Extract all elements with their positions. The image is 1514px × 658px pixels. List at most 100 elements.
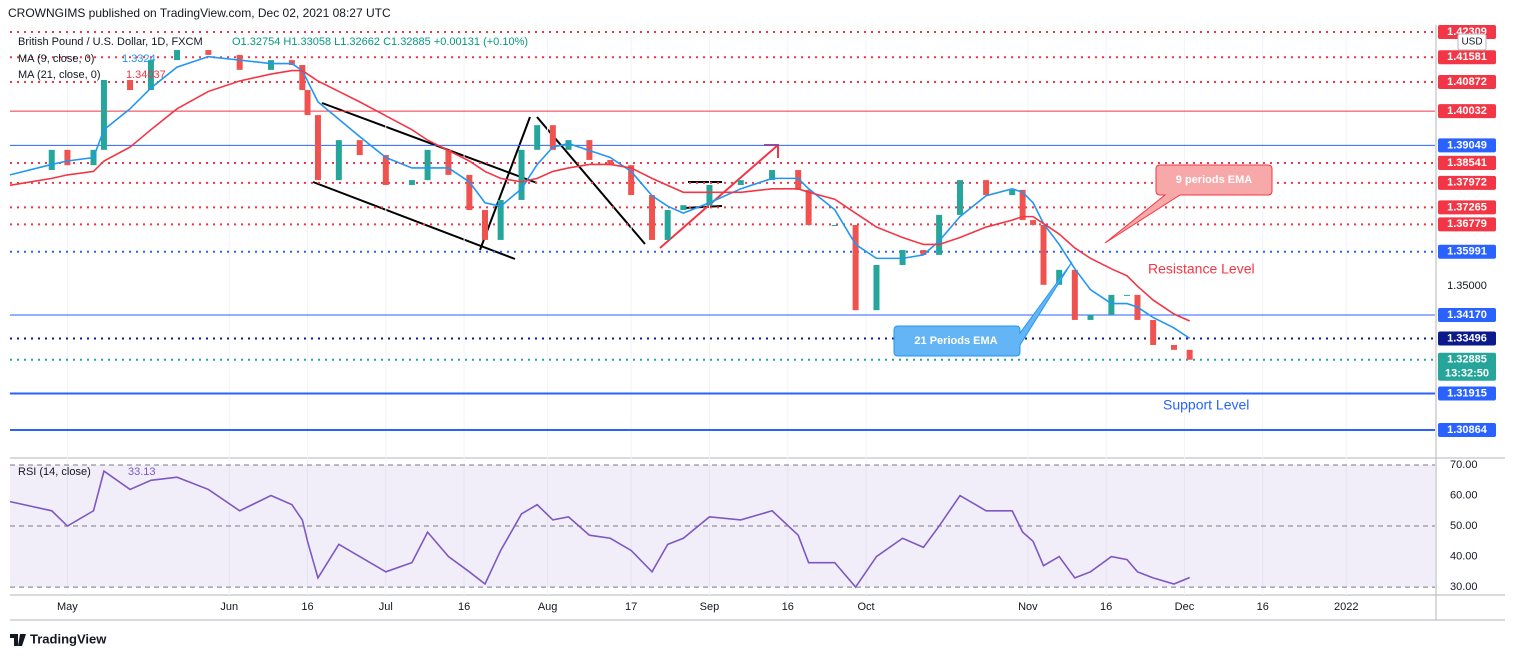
candle <box>1124 294 1131 296</box>
plot: May Jun 16 Jul 16 Aug 17 Sep 16 Oct Nov 16 Dec 16 2022… <box>9 24 1496 613</box>
candle <box>565 140 572 150</box>
price-tag <box>1438 423 1496 438</box>
price-tag <box>1438 138 1496 153</box>
y-tick-label: 60.00 <box>1450 489 1478 501</box>
candle <box>795 170 802 190</box>
callout-ema21 <box>893 261 1073 357</box>
ohlc: O1.32754 H1.33058 L1.32662 C1.32885 +0.0… <box>232 36 528 48</box>
candle <box>482 210 488 240</box>
candle <box>607 159 614 166</box>
candle <box>899 250 906 265</box>
price-tag <box>1438 50 1496 65</box>
arrow-line <box>659 144 779 249</box>
price-tag <box>1438 217 1496 232</box>
candle <box>304 90 311 116</box>
ma21-legend: MA (21, close, 0) <box>18 69 101 81</box>
candle <box>335 140 342 181</box>
price-tag-label: 1.35000 <box>1447 280 1487 292</box>
publisher: CROWNGIMS published on TradingView.com, … <box>8 6 391 20</box>
x-tick-label: 16 <box>782 601 794 613</box>
symbol: British Pound / U.S. Dollar, 1D, FXCM <box>18 36 203 48</box>
candle <box>769 170 776 181</box>
header-bg <box>0 0 1514 25</box>
annotation: Support Level <box>1163 397 1249 413</box>
candle <box>920 250 927 255</box>
price-tag-label: 1.37265 <box>1447 201 1487 213</box>
candle <box>1056 269 1063 285</box>
candle <box>1087 315 1094 320</box>
price-tag <box>1438 175 1496 190</box>
x-tick-label: 16 <box>301 601 313 613</box>
price-tag <box>1438 244 1496 259</box>
price-tag-label: 1.31915 <box>1447 387 1487 399</box>
candle <box>147 60 154 91</box>
annotation: 21 Periods EMA <box>914 335 997 347</box>
candle <box>466 174 473 211</box>
x-tick-label: 2022 <box>1334 601 1358 613</box>
rsi-value: 33.13 <box>128 466 156 478</box>
candle <box>408 180 415 185</box>
price-tag-label: 1.39049 <box>1447 139 1487 151</box>
candle <box>1186 349 1193 360</box>
price-tag-label: 1.41581 <box>1447 51 1487 63</box>
candle <box>382 155 389 185</box>
candle <box>174 50 181 61</box>
candle <box>1171 344 1178 350</box>
logo-icon <box>10 634 26 646</box>
ma9-legend: MA (9, close, 0) <box>18 53 94 65</box>
candle <box>267 60 274 70</box>
price-tag <box>1438 279 1496 294</box>
candle <box>424 149 431 181</box>
price-tag-label: 1.30864 <box>1447 424 1488 436</box>
currency[interactable]: USD <box>1461 37 1482 48</box>
candle <box>1071 269 1078 320</box>
candle <box>445 149 452 175</box>
price-tag <box>1438 200 1496 215</box>
y-tick-label: 50.00 <box>1450 520 1478 532</box>
annotation: 9 periods EMA <box>1176 174 1252 186</box>
candle <box>664 210 671 240</box>
price-tag-label: 1.32885 <box>1447 354 1487 366</box>
price-tag-label: 1.40872 <box>1447 76 1487 88</box>
candle <box>299 64 306 91</box>
x-tick-label: Dec <box>1175 601 1195 613</box>
x-tick-label: Nov <box>1018 601 1038 613</box>
trend-line <box>321 102 538 184</box>
x-tick-label: 16 <box>1100 601 1112 613</box>
indicator-line <box>9 469 1190 589</box>
candle <box>680 205 687 211</box>
candle <box>957 180 963 215</box>
price-tag-label: 1.33496 <box>1447 332 1487 344</box>
candle <box>852 224 859 311</box>
candle <box>100 79 107 150</box>
price-tag <box>1438 352 1496 381</box>
price-tag <box>1438 331 1496 346</box>
candle <box>534 125 541 150</box>
y-tick-label: 30.00 <box>1450 581 1478 593</box>
x-tick-label: 16 <box>1257 601 1269 613</box>
candle <box>205 50 212 55</box>
candle <box>549 125 556 150</box>
price-tag <box>1438 386 1496 401</box>
candle <box>873 264 880 311</box>
ma9-value: 1.3324 <box>122 53 156 65</box>
currency-box[interactable] <box>1457 33 1487 51</box>
price-tag-label: 1.36779 <box>1447 218 1487 230</box>
price-tag <box>1438 104 1496 119</box>
x-tick-label: May <box>57 601 78 613</box>
price-tag <box>1438 74 1496 89</box>
price-tag-label: 1.35991 <box>1447 246 1487 258</box>
candle <box>497 199 504 240</box>
x-tick-label: Oct <box>857 601 874 613</box>
candle <box>1040 224 1047 285</box>
y-tick-label: 70.00 <box>1450 459 1478 471</box>
price-tag-label: 1.42309 <box>1447 26 1487 38</box>
candle <box>936 214 943 255</box>
candle <box>628 165 635 196</box>
candle <box>805 189 812 225</box>
x-tick-label: Jun <box>220 601 238 613</box>
candle <box>706 184 713 206</box>
candle <box>1108 294 1115 316</box>
